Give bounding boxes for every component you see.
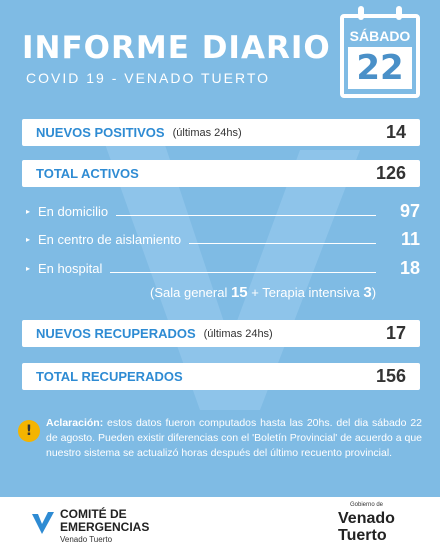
stat-bar: NUEVOS RECUPERADOS (últimas 24hs) 17 — [22, 320, 420, 347]
breakdown-value: 18 — [399, 257, 420, 278]
stat-hint: (últimas 24hs) — [172, 126, 242, 139]
stat-label: TOTAL RECUPERADOS — [36, 369, 183, 384]
note-lead: Aclaración: — [46, 417, 104, 429]
stat-bar: TOTAL RECUPERADOS 156 — [22, 363, 420, 390]
leader-line — [189, 242, 376, 244]
breakdown-value: 11 — [400, 228, 420, 249]
stat-value: 14 — [385, 122, 406, 142]
warning-icon: ! — [18, 420, 40, 442]
leader-line — [110, 271, 376, 273]
note: Aclaración: estos datos fueron computado… — [46, 416, 422, 461]
stat-value: 156 — [375, 366, 406, 386]
detail-text: (Sala general — [150, 285, 228, 300]
breakdown-label: En domicilio — [38, 203, 109, 219]
stat-label: NUEVOS RECUPERADOS — [36, 326, 196, 341]
detail-value: 3 — [363, 284, 372, 301]
stat-bar: TOTAL ACTIVOS 126 — [22, 160, 420, 187]
calendar: SÁBADO 22 — [340, 6, 420, 98]
title: INFORME DIARIO — [22, 30, 331, 66]
breakdown-row: ▸ En hospital 18 — [22, 257, 420, 279]
stat-value: 126 — [375, 163, 406, 183]
leader-line — [116, 214, 376, 216]
gov-name: Venado Tuerto — [338, 510, 395, 544]
stat-label: TOTAL ACTIVOS — [36, 166, 139, 181]
bullet: ▸ — [26, 234, 31, 244]
stat-label: NUEVOS POSITIVOS — [36, 125, 165, 140]
detail-text: ) — [371, 285, 377, 300]
org-line: COMITÉ DE — [60, 507, 127, 521]
org-city: Venado Tuerto — [60, 535, 113, 544]
background-logo — [100, 130, 360, 410]
weekday: SÁBADO — [349, 28, 411, 44]
bullet: ▸ — [26, 206, 31, 216]
day: 22 — [348, 47, 412, 89]
breakdown-row: ▸ En domicilio 97 — [22, 200, 420, 222]
stat-value: 17 — [385, 323, 406, 343]
hospital-detail: (Sala general 15 + Terapia intensiva 3) — [150, 284, 376, 301]
breakdown-value: 97 — [399, 200, 420, 221]
gov-line: Venado — [338, 510, 395, 527]
footer — [0, 497, 440, 550]
breakdown-label: En centro de aislamiento — [38, 231, 182, 247]
breakdown-row: ▸ En centro de aislamiento 11 — [22, 228, 420, 250]
subtitle: COVID 19 - VENADO TUERTO — [26, 70, 271, 86]
gov-small: Gobierno de — [350, 502, 384, 508]
org-logo — [32, 512, 54, 534]
org-line: EMERGENCIAS — [60, 520, 150, 534]
org-name: COMITÉ DE EMERGENCIAS — [60, 508, 149, 534]
breakdown-label: En hospital — [38, 260, 103, 276]
stat-bar: NUEVOS POSITIVOS (últimas 24hs) 14 — [22, 119, 420, 146]
note-text: estos datos fueron computados hasta las … — [46, 417, 422, 459]
detail-value: 15 — [230, 284, 248, 301]
gov-line: Tuerto — [338, 527, 387, 544]
bullet: ▸ — [26, 263, 31, 273]
stat-hint: (últimas 24hs) — [203, 327, 273, 340]
detail-text: + Terapia intensiva — [251, 285, 360, 300]
